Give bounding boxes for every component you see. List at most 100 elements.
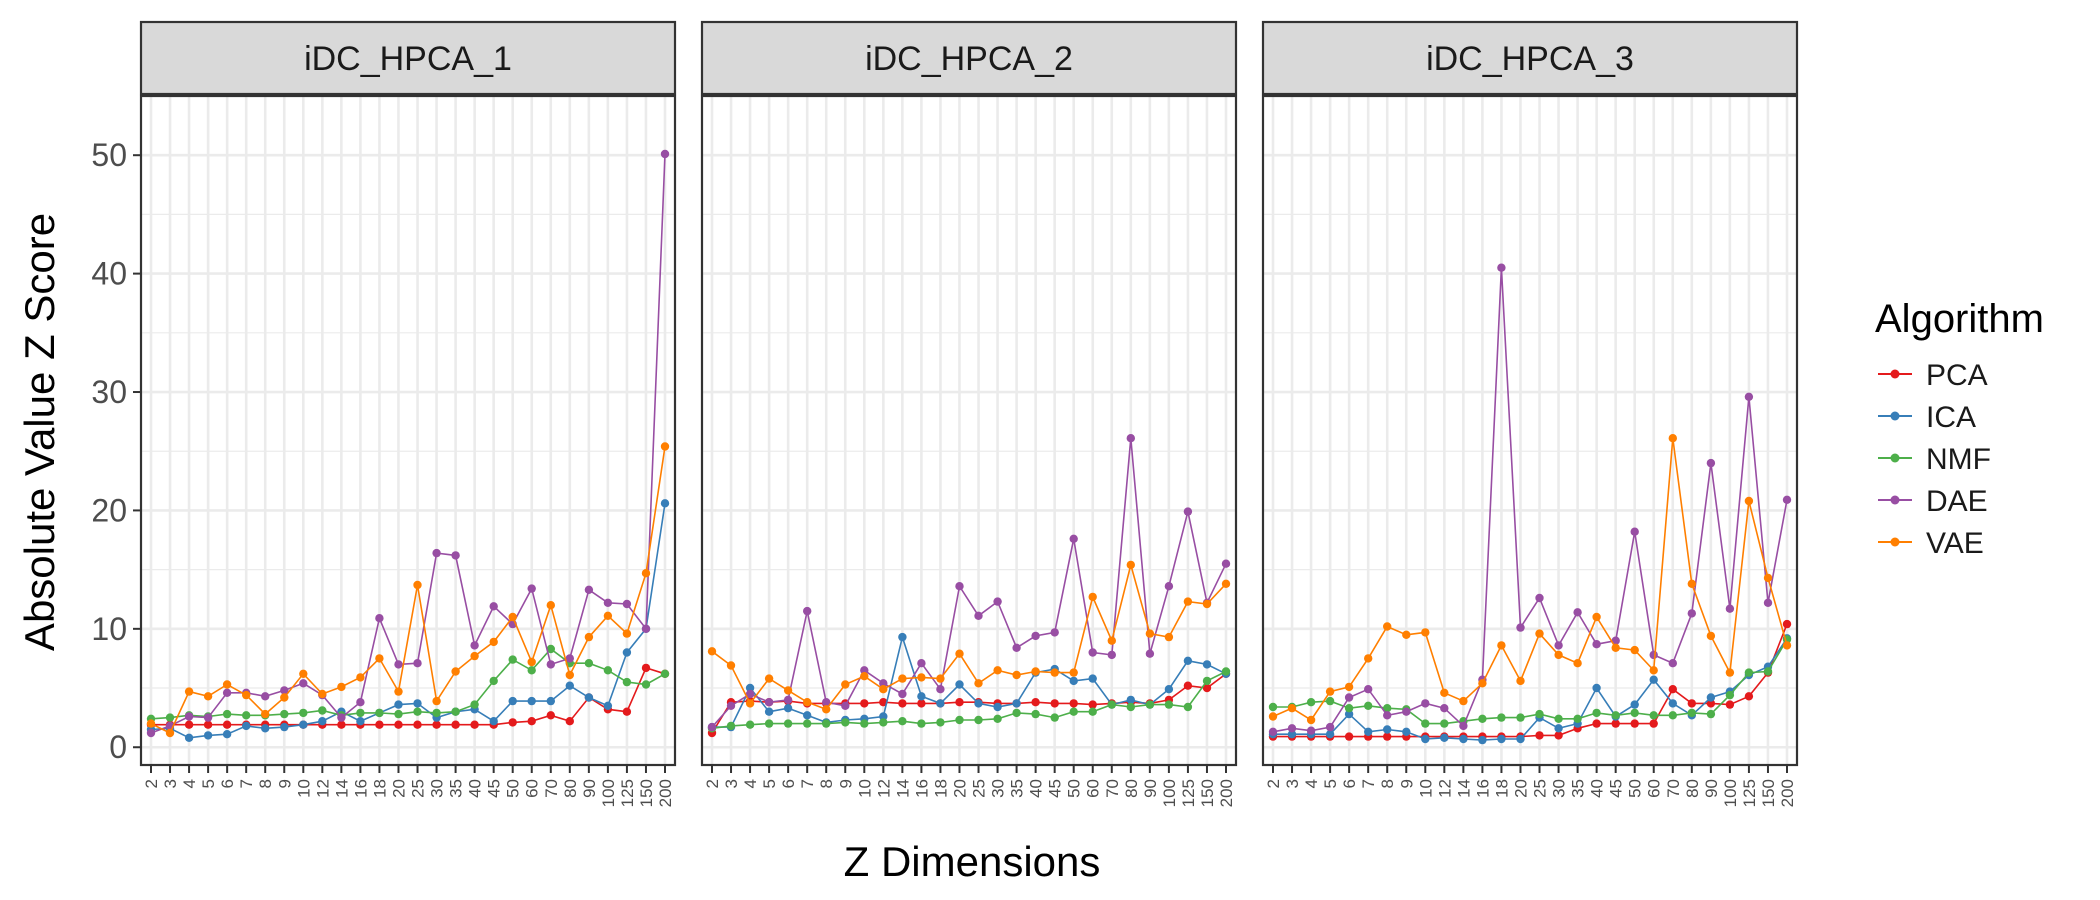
x-tick-label: 8 [817, 779, 836, 788]
x-tick-label: 18 [1492, 779, 1511, 798]
data-point [280, 709, 289, 719]
x-tick-label: 50 [1065, 779, 1084, 798]
data-point [1611, 643, 1620, 652]
data-point [917, 673, 926, 682]
data-point [337, 713, 346, 722]
data-point [841, 680, 850, 689]
x-tick-label: 20 [951, 779, 970, 798]
data-point [470, 700, 479, 709]
data-point [1782, 619, 1792, 629]
data-point [299, 669, 308, 678]
data-point [1344, 709, 1354, 719]
data-point [1649, 719, 1658, 728]
data-point [783, 695, 793, 705]
data-point [1221, 667, 1231, 676]
x-tick-label: 150 [1759, 779, 1778, 807]
series-dae [1268, 263, 1792, 736]
x-tick-label: 30 [428, 779, 447, 798]
series-line-ica [1273, 637, 1788, 741]
data-point [641, 624, 651, 633]
data-point [1554, 650, 1563, 660]
data-point [1183, 507, 1193, 516]
data-point [1706, 699, 1716, 708]
data-point [1364, 727, 1373, 736]
data-point [917, 659, 926, 668]
data-point [1050, 699, 1059, 708]
x-tick-label: 14 [332, 779, 351, 798]
data-point [337, 682, 346, 692]
data-point [242, 711, 251, 720]
data-point [146, 728, 156, 738]
data-point [641, 569, 651, 578]
data-point [1088, 592, 1097, 602]
data-point [584, 659, 594, 668]
data-point [603, 666, 613, 675]
data-point [1012, 643, 1021, 652]
data-point [764, 719, 774, 728]
legend-key-point [1890, 369, 1900, 379]
y-tick-label: 20 [91, 492, 127, 528]
x-tick-label: 25 [970, 779, 989, 798]
series-line-pca [151, 666, 666, 726]
series-line-nmf [711, 670, 1227, 730]
x-tick-label: 125 [1179, 779, 1198, 807]
x-tick-label: 150 [637, 779, 656, 807]
data-point [1268, 727, 1278, 736]
data-point [841, 718, 850, 727]
data-point [1687, 699, 1697, 708]
data-point [1516, 623, 1525, 632]
x-tick-label: 3 [722, 779, 741, 788]
data-point [974, 715, 983, 725]
data-point [917, 692, 926, 701]
series-line-nmf [1273, 639, 1788, 725]
data-point [1050, 668, 1059, 677]
data-point [1497, 641, 1506, 650]
data-point [1031, 709, 1040, 719]
data-point [993, 597, 1002, 606]
x-tick-label: 16 [351, 779, 370, 798]
data-point [955, 698, 964, 707]
data-point [993, 714, 1002, 723]
legend: Algorithm PCA ICA NMF DAE VAE [1875, 297, 2044, 560]
x-tick-label: 200 [1778, 779, 1797, 807]
data-point [222, 720, 232, 729]
data-point [1287, 704, 1297, 713]
data-point [1031, 631, 1040, 641]
data-point [1516, 676, 1525, 686]
data-point [660, 149, 670, 159]
legend-key-point [1890, 411, 1900, 421]
x-tick-label: 20 [1512, 779, 1531, 798]
data-point [1554, 714, 1563, 723]
y-tick-label: 0 [109, 729, 127, 765]
y-tick-label: 30 [91, 374, 127, 410]
data-point [1421, 734, 1430, 744]
data-point [261, 724, 270, 733]
data-point [1649, 711, 1658, 720]
data-point [1630, 527, 1639, 536]
data-point [1344, 732, 1354, 741]
data-point [879, 679, 888, 688]
data-point [242, 690, 251, 700]
data-point [707, 722, 717, 732]
data-point [1107, 650, 1117, 660]
data-point [375, 708, 384, 718]
data-point [1268, 702, 1278, 712]
data-point [165, 713, 175, 722]
x-tick-label: 50 [1626, 779, 1645, 798]
data-point [451, 720, 460, 729]
data-point [1706, 458, 1716, 468]
data-point [1478, 714, 1487, 723]
data-point [184, 687, 194, 696]
data-point [822, 705, 831, 714]
x-tick-label: 100 [1160, 779, 1179, 807]
y-axis-title: Absolute Value Z Score [16, 213, 63, 651]
series-line-dae [711, 438, 1227, 728]
series-line-dae [1272, 267, 1788, 733]
data-point [299, 708, 308, 718]
data-point [1069, 699, 1078, 708]
data-point [745, 720, 755, 729]
data-point [1088, 674, 1097, 683]
data-point [203, 713, 213, 722]
data-point [860, 666, 869, 675]
x-tick-label: 80 [561, 779, 580, 798]
